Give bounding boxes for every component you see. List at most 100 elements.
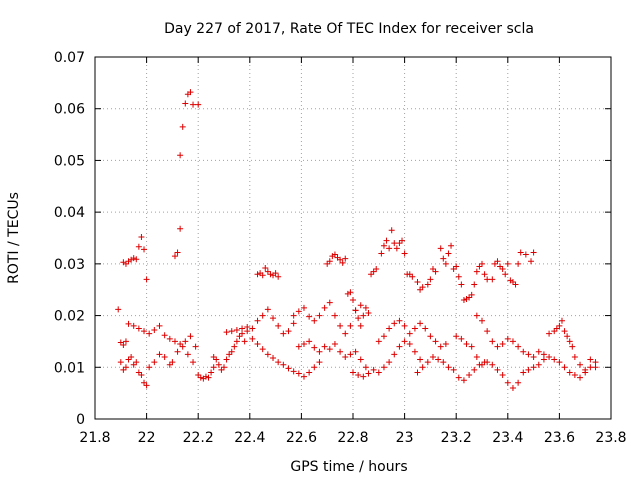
- data-point: [391, 240, 398, 247]
- x-tick-label: 23.6: [544, 430, 575, 446]
- data-point: [316, 312, 323, 319]
- data-point: [259, 346, 266, 353]
- data-point: [316, 348, 323, 355]
- data-point: [141, 328, 148, 335]
- data-point: [450, 266, 457, 273]
- data-point: [571, 353, 578, 360]
- data-point: [414, 369, 421, 376]
- data-point: [393, 245, 400, 252]
- data-point: [122, 364, 129, 371]
- data-point: [401, 322, 408, 329]
- data-point: [347, 351, 354, 358]
- data-point: [133, 359, 140, 366]
- data-point: [231, 343, 238, 350]
- data-point: [270, 315, 277, 322]
- data-point: [499, 341, 506, 348]
- data-point: [184, 351, 191, 358]
- data-point: [556, 322, 563, 329]
- axis-ticks: 21.8 22 22.2 22.4 22.6 22.8 23 23.2 23.4 23.6 23.8…: [54, 50, 627, 446]
- data-point: [427, 333, 434, 340]
- data-point: [558, 317, 565, 324]
- data-point: [494, 258, 501, 265]
- data-markers: [115, 89, 599, 391]
- data-point: [233, 327, 240, 334]
- data-point: [337, 348, 344, 355]
- data-point: [213, 356, 220, 363]
- data-point: [311, 364, 318, 371]
- y-tick-label: 0.07: [54, 50, 85, 66]
- data-point: [347, 322, 354, 329]
- data-point: [352, 348, 359, 355]
- data-point: [484, 328, 491, 335]
- x-tick-label: 23.8: [595, 430, 626, 446]
- data-point: [391, 351, 398, 358]
- data-point: [592, 359, 599, 366]
- data-point: [249, 325, 256, 332]
- data-point: [515, 343, 522, 350]
- data-point: [509, 384, 516, 391]
- data-point: [331, 312, 338, 319]
- data-point: [146, 364, 153, 371]
- data-point: [417, 286, 424, 293]
- data-point: [306, 338, 313, 345]
- data-point: [166, 361, 173, 368]
- data-point: [455, 273, 462, 280]
- data-point: [331, 341, 338, 348]
- data-point: [386, 245, 393, 252]
- data-point: [156, 322, 163, 329]
- data-point: [350, 297, 356, 304]
- data-point: [117, 339, 124, 346]
- x-tick-label: 23.4: [492, 430, 523, 446]
- data-point: [515, 260, 522, 267]
- data-point: [494, 343, 501, 350]
- data-point: [337, 322, 344, 329]
- data-point: [396, 240, 403, 247]
- data-point: [161, 353, 168, 360]
- data-point: [177, 152, 184, 159]
- data-point: [357, 322, 364, 329]
- data-point: [143, 382, 150, 389]
- data-point: [561, 328, 568, 335]
- data-point: [414, 278, 421, 285]
- data-point: [551, 356, 558, 363]
- data-point: [592, 364, 599, 371]
- data-point: [221, 364, 227, 371]
- data-point: [166, 335, 173, 342]
- data-point: [373, 266, 380, 273]
- data-point: [362, 364, 369, 371]
- data-point: [525, 366, 532, 373]
- data-point: [337, 256, 344, 263]
- data-point: [306, 313, 313, 320]
- data-point: [491, 260, 498, 267]
- data-point: [264, 306, 271, 313]
- data-point: [122, 260, 129, 267]
- data-point: [502, 271, 509, 278]
- data-point: [566, 369, 573, 376]
- x-tick-label: 22: [138, 430, 156, 446]
- chart-title: Day 227 of 2017, Rate Of TEC Index for r…: [164, 21, 534, 37]
- data-point: [497, 263, 504, 270]
- data-point: [471, 281, 478, 288]
- data-point: [339, 259, 346, 266]
- data-point: [226, 351, 233, 358]
- data-point: [280, 361, 287, 368]
- data-point: [463, 341, 470, 348]
- data-point: [264, 351, 271, 358]
- data-point: [210, 353, 217, 360]
- y-tick-label: 0.06: [54, 102, 85, 118]
- data-point: [365, 370, 372, 377]
- data-point: [504, 379, 511, 386]
- data-point: [528, 258, 535, 265]
- data-point: [290, 320, 297, 327]
- data-point: [399, 237, 406, 244]
- data-point: [424, 281, 431, 288]
- data-point: [182, 338, 189, 345]
- data-point: [424, 359, 431, 366]
- data-point: [331, 251, 338, 258]
- data-point: [566, 338, 573, 345]
- data-point: [406, 330, 413, 337]
- data-point: [324, 260, 331, 267]
- data-point: [442, 341, 449, 348]
- data-point: [587, 364, 594, 371]
- data-point: [141, 246, 148, 253]
